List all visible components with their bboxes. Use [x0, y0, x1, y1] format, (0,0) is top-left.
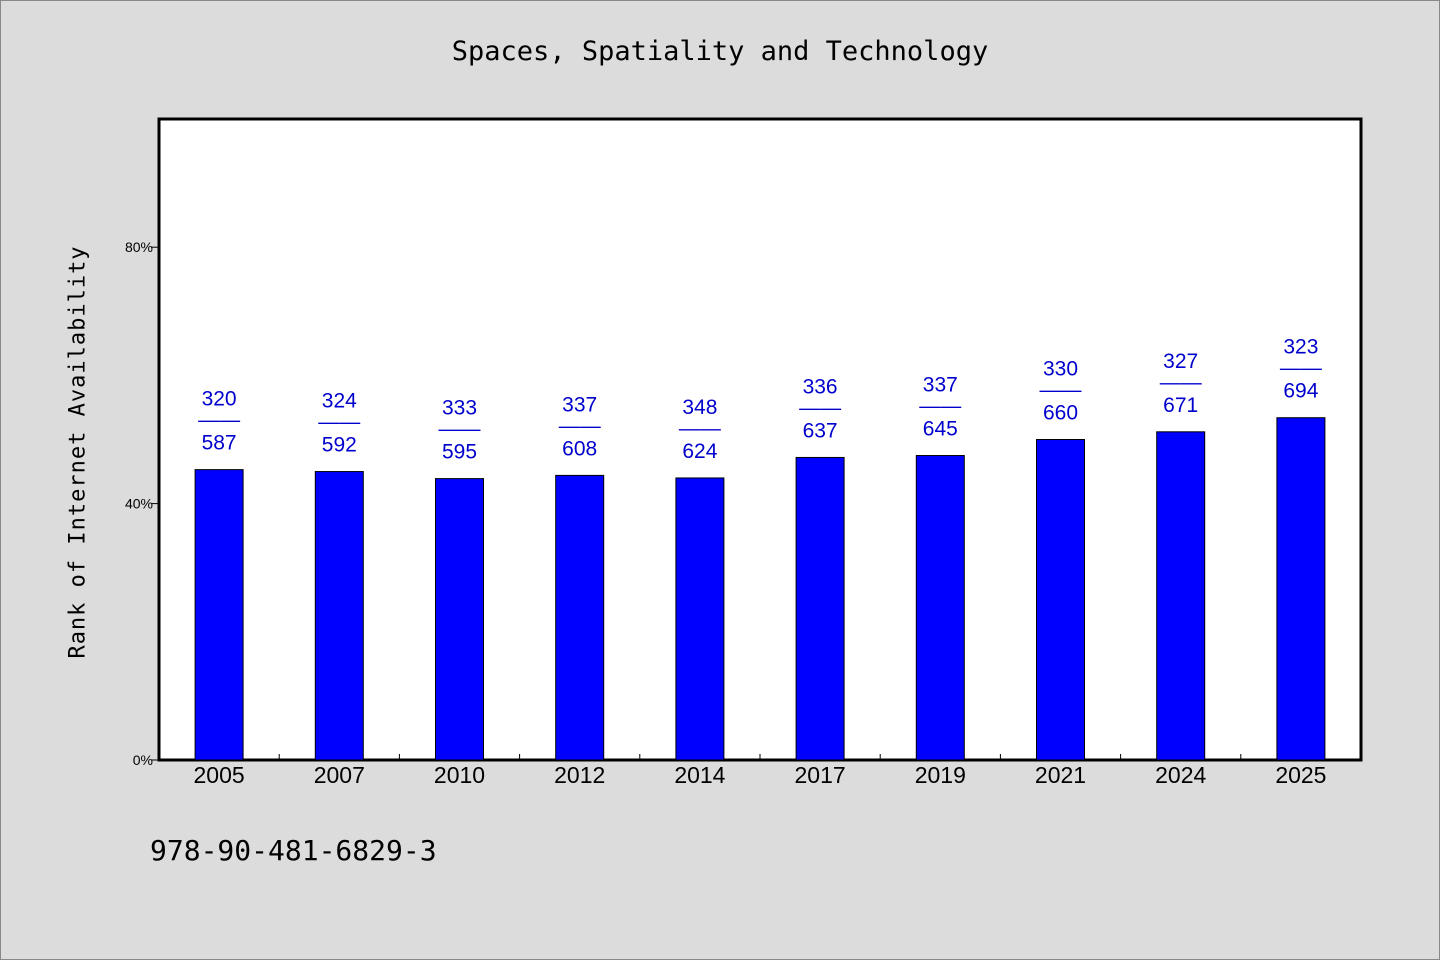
data-label-top: 348: [682, 396, 717, 419]
bar: [675, 477, 725, 761]
data-label-top: 330: [1043, 358, 1078, 381]
data-label-separator: ——: [439, 418, 481, 441]
data-label-separator: ——: [198, 409, 240, 432]
data-label-separator: ——: [679, 417, 721, 440]
y-tick-label: 40%: [125, 496, 153, 512]
bar: [435, 478, 484, 761]
data-label-bottom: 608: [562, 437, 597, 460]
data-label-separator: ——: [318, 411, 360, 434]
data-label-bottom: 587: [202, 432, 237, 455]
data-label-top: 336: [803, 375, 838, 398]
x-tick-label: 2019: [915, 762, 966, 788]
bar: [795, 456, 845, 761]
data-label-top: 323: [1283, 336, 1318, 359]
chart-marks: 0%40%80%2005320——5872007324——5922010333—…: [125, 239, 1327, 788]
data-label-bottom: 671: [1163, 394, 1198, 417]
x-tick-label: 2014: [674, 762, 725, 788]
bar: [1156, 431, 1206, 761]
data-label-bottom: 637: [803, 419, 838, 442]
x-tick-label: 2005: [194, 762, 245, 788]
x-tick-label: 2025: [1275, 762, 1326, 788]
x-tick-label: 2012: [554, 762, 605, 788]
data-label-bottom: 595: [442, 441, 477, 464]
bar: [555, 474, 605, 761]
bar: [314, 471, 364, 761]
data-label-bottom: 592: [322, 434, 357, 457]
y-tick-label: 80%: [125, 239, 153, 255]
bar: [1276, 417, 1326, 761]
y-tick-label: 0%: [133, 752, 153, 768]
data-label-separator: ——: [799, 396, 841, 419]
data-label-bottom: 624: [682, 440, 717, 463]
data-label-top: 337: [923, 374, 958, 397]
chart-title: Spaces, Spatiality and Technology: [451, 36, 989, 67]
data-label-separator: ——: [919, 395, 961, 418]
x-tick-label: 2010: [434, 762, 485, 788]
data-label-bottom: 694: [1283, 380, 1318, 403]
data-label-separator: ——: [1040, 379, 1082, 402]
x-tick-label: 2017: [795, 762, 846, 788]
bar: [915, 455, 965, 761]
x-tick-label: 2007: [314, 762, 365, 788]
data-label-top: 324: [322, 390, 357, 413]
data-label-top: 327: [1163, 350, 1198, 373]
data-label-bottom: 645: [923, 418, 958, 441]
data-label-top: 337: [562, 393, 597, 416]
data-label-bottom: 660: [1043, 402, 1078, 425]
data-label-separator: ——: [1280, 357, 1322, 380]
data-label-separator: ——: [559, 414, 601, 437]
data-label-top: 320: [202, 388, 237, 411]
x-tick-label: 2024: [1155, 762, 1206, 788]
bar: [194, 469, 244, 761]
x-tick-label: 2021: [1035, 762, 1086, 788]
data-label-separator: ——: [1160, 371, 1202, 394]
footer-code: 978-90-481-6829-3: [150, 834, 437, 867]
bar: [1036, 439, 1085, 761]
data-label-top: 333: [442, 397, 477, 420]
